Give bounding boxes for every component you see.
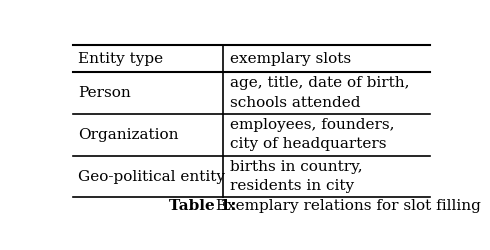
Text: Entity type: Entity type: [78, 52, 164, 66]
Text: Table 1:: Table 1:: [170, 199, 237, 213]
Text: age, title, date of birth,
schools attended: age, title, date of birth, schools atten…: [230, 76, 410, 110]
Text: Organization: Organization: [78, 128, 179, 142]
Text: Person: Person: [78, 86, 131, 100]
Text: births in country,
residents in city: births in country, residents in city: [230, 160, 363, 193]
Text: exemplary slots: exemplary slots: [230, 52, 351, 66]
Text: Exemplary relations for slot filling: Exemplary relations for slot filling: [211, 199, 481, 213]
Text: Geo-political entity: Geo-political entity: [78, 170, 225, 183]
Text: employees, founders,
city of headquarters: employees, founders, city of headquarter…: [230, 118, 394, 152]
